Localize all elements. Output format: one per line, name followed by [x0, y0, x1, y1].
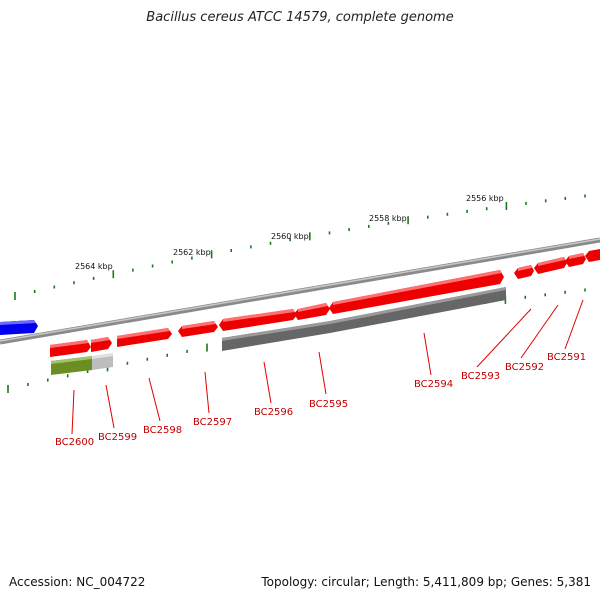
minor-tick: [368, 224, 370, 228]
minor-tick: [86, 370, 89, 373]
minor-tick: [524, 295, 527, 299]
major-tick: [407, 216, 409, 225]
minor-tick: [250, 245, 252, 249]
minor-tick: [53, 285, 56, 289]
minor-tick: [525, 201, 527, 205]
minor-tick: [47, 378, 49, 382]
gene-bc2597[interactable]: [178, 321, 218, 337]
gene-bc2592[interactable]: [534, 257, 567, 274]
gene-bc2593[interactable]: [514, 265, 534, 279]
minor-tick: [27, 383, 29, 386]
gene-bc2598[interactable]: [117, 328, 172, 347]
minor-tick: [191, 256, 193, 260]
leader-lines: [71, 299, 584, 435]
gene-label-bc2593: BC2593: [461, 371, 500, 382]
gene-label-bc2600: BC2600: [55, 437, 94, 448]
major-tick: [210, 250, 213, 259]
gene-bc2600[interactable]: [50, 340, 91, 357]
minor-tick: [564, 196, 567, 200]
gene-label-bc2596: BC2596: [254, 407, 293, 418]
minor-tick: [289, 238, 291, 242]
outer-tick-row: [14, 194, 586, 300]
kbp-label: 2556 kbp: [466, 194, 504, 203]
gene-label-bc2592: BC2592: [505, 362, 544, 373]
gene-bc2596[interactable]: [219, 309, 297, 331]
gene-blue[interactable]: [0, 320, 38, 335]
major-tick: [7, 385, 9, 393]
major-tick: [112, 270, 115, 279]
minor-tick: [186, 349, 188, 353]
gene-partial-right[interactable]: [585, 249, 600, 262]
minor-tick: [73, 281, 75, 285]
minor-tick: [166, 353, 168, 357]
gene-bc2595[interactable]: [294, 303, 330, 320]
genome-backbone-highlight: [0, 238, 600, 342]
minor-tick: [230, 249, 232, 252]
minor-tick: [584, 288, 586, 292]
minor-tick: [132, 268, 134, 272]
kbp-label: 2558 kbp: [369, 214, 407, 223]
minor-tick: [269, 241, 272, 245]
minor-tick: [485, 207, 488, 211]
minor-tick: [427, 215, 429, 219]
accession-text: Accession: NC_004722: [9, 575, 146, 589]
minor-tick: [544, 293, 546, 297]
minor-tick: [146, 357, 149, 361]
gene-bc2599[interactable]: [91, 337, 112, 352]
gene-label-bc2595: BC2595: [309, 399, 348, 410]
gene-label-bc2598: BC2598: [143, 425, 182, 436]
kbp-label: 2560 kbp: [271, 232, 309, 241]
minor-tick: [544, 199, 547, 203]
minor-tick: [348, 228, 350, 232]
feature-light-gray: [92, 353, 113, 370]
major-tick: [206, 343, 208, 352]
minor-tick: [387, 221, 390, 225]
genome-stats-text: Topology: circular; Length: 5,411,809 bp…: [261, 575, 591, 589]
minor-tick: [171, 260, 173, 264]
minor-tick: [92, 276, 95, 280]
minor-tick: [328, 231, 331, 235]
minor-tick: [584, 194, 586, 198]
feature-dark-gray: [222, 287, 506, 351]
gene-label-bc2591: BC2591: [547, 352, 586, 363]
major-tick: [309, 232, 311, 241]
gene-label-bc2594: BC2594: [414, 379, 453, 390]
major-tick: [14, 292, 16, 300]
gene-bc2594[interactable]: [329, 270, 504, 314]
minor-tick: [126, 361, 129, 365]
minor-tick: [466, 209, 468, 213]
minor-tick: [564, 290, 566, 294]
feature-olive: [51, 356, 92, 375]
minor-tick: [151, 264, 154, 268]
kbp-label: 2564 kbp: [75, 262, 113, 271]
gene-bc2591[interactable]: [565, 253, 586, 267]
minor-tick: [66, 374, 69, 378]
minor-tick: [33, 290, 36, 293]
minor-tick: [446, 212, 449, 216]
gene-label-bc2597: BC2597: [193, 417, 232, 428]
major-tick: [505, 202, 508, 210]
gene-label-bc2599: BC2599: [98, 432, 137, 443]
kbp-label: 2562 kbp: [173, 248, 211, 257]
map-title: Bacillus cereus ATCC 14579, complete gen…: [146, 10, 454, 25]
